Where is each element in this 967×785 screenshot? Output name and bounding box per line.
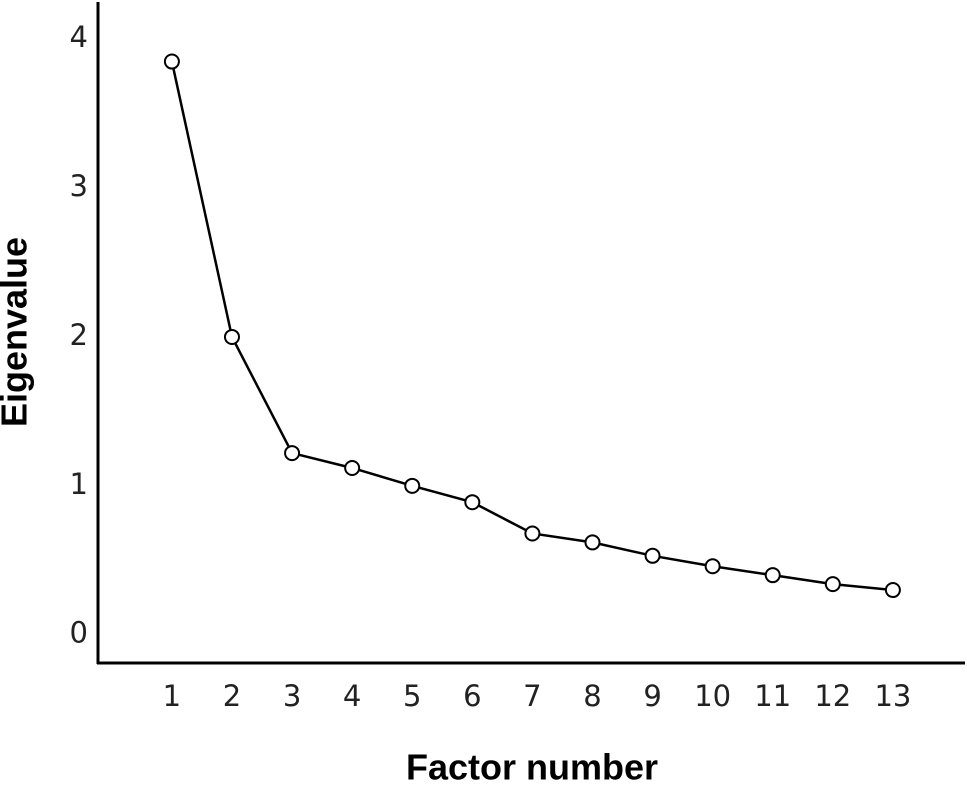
x-axis-title: Factor number xyxy=(406,747,658,785)
x-tick-label: 8 xyxy=(583,679,601,713)
series-line xyxy=(170,61,894,592)
point xyxy=(644,547,661,564)
x-tick-label: 12 xyxy=(814,679,851,713)
point xyxy=(584,534,601,551)
point xyxy=(223,328,240,345)
point xyxy=(404,477,421,494)
x-tick-label: 7 xyxy=(523,679,541,713)
y-tick-label: 4 xyxy=(70,20,88,54)
y-tick-label: 3 xyxy=(70,169,88,203)
point xyxy=(524,525,541,542)
x-tick-label: 1 xyxy=(163,679,181,713)
point xyxy=(824,576,841,593)
point xyxy=(344,459,361,476)
point xyxy=(163,53,180,70)
x-tick-label: 9 xyxy=(643,679,661,713)
point xyxy=(764,567,781,584)
point xyxy=(284,445,301,462)
x-tick-label: 5 xyxy=(403,679,421,713)
x-tick-label: 4 xyxy=(343,679,361,713)
y-tick-label: 0 xyxy=(70,616,88,650)
x-tick-label: 2 xyxy=(223,679,241,713)
x-tick-label: 13 xyxy=(874,679,911,713)
y-tick-label: 2 xyxy=(70,318,88,352)
point xyxy=(464,494,481,511)
x-tick-label: 11 xyxy=(754,679,791,713)
y-axis-title: Eigenvalue xyxy=(0,237,35,427)
point xyxy=(704,558,721,575)
x-tick-label: 3 xyxy=(283,679,301,713)
x-tick-label: 10 xyxy=(694,679,731,713)
point xyxy=(884,582,901,599)
x-tick-label: 6 xyxy=(463,679,481,713)
y-tick-label: 1 xyxy=(70,467,88,501)
